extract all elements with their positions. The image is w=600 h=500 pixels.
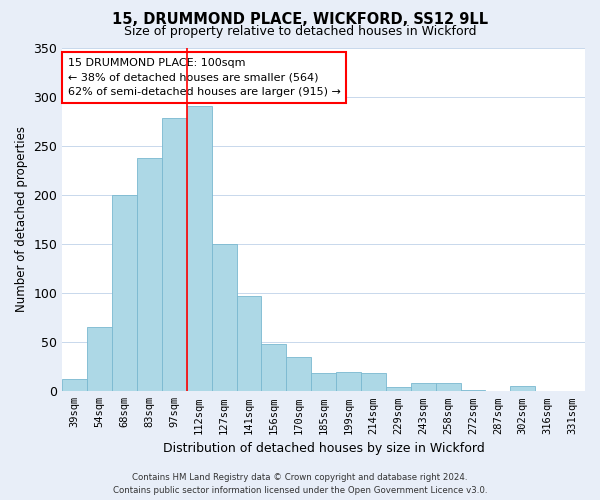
Text: 15, DRUMMOND PLACE, WICKFORD, SS12 9LL: 15, DRUMMOND PLACE, WICKFORD, SS12 9LL [112, 12, 488, 28]
Bar [236, 296, 262, 392]
Bar [187, 106, 212, 392]
Bar [361, 372, 386, 392]
Bar [212, 244, 236, 392]
Bar [311, 372, 336, 392]
Bar [461, 390, 485, 392]
Bar [137, 158, 162, 392]
Bar [112, 195, 137, 392]
Bar [411, 384, 436, 392]
Bar [336, 372, 361, 392]
Bar [286, 357, 311, 392]
Y-axis label: Number of detached properties: Number of detached properties [15, 126, 28, 312]
Bar [386, 388, 411, 392]
Bar [511, 386, 535, 392]
Bar [262, 344, 286, 392]
Bar [162, 118, 187, 392]
X-axis label: Distribution of detached houses by size in Wickford: Distribution of detached houses by size … [163, 442, 485, 455]
Text: 15 DRUMMOND PLACE: 100sqm
← 38% of detached houses are smaller (564)
62% of semi: 15 DRUMMOND PLACE: 100sqm ← 38% of detac… [68, 58, 340, 98]
Bar [87, 328, 112, 392]
Text: Contains HM Land Registry data © Crown copyright and database right 2024.
Contai: Contains HM Land Registry data © Crown c… [113, 474, 487, 495]
Bar [436, 384, 461, 392]
Bar [62, 378, 87, 392]
Text: Size of property relative to detached houses in Wickford: Size of property relative to detached ho… [124, 25, 476, 38]
